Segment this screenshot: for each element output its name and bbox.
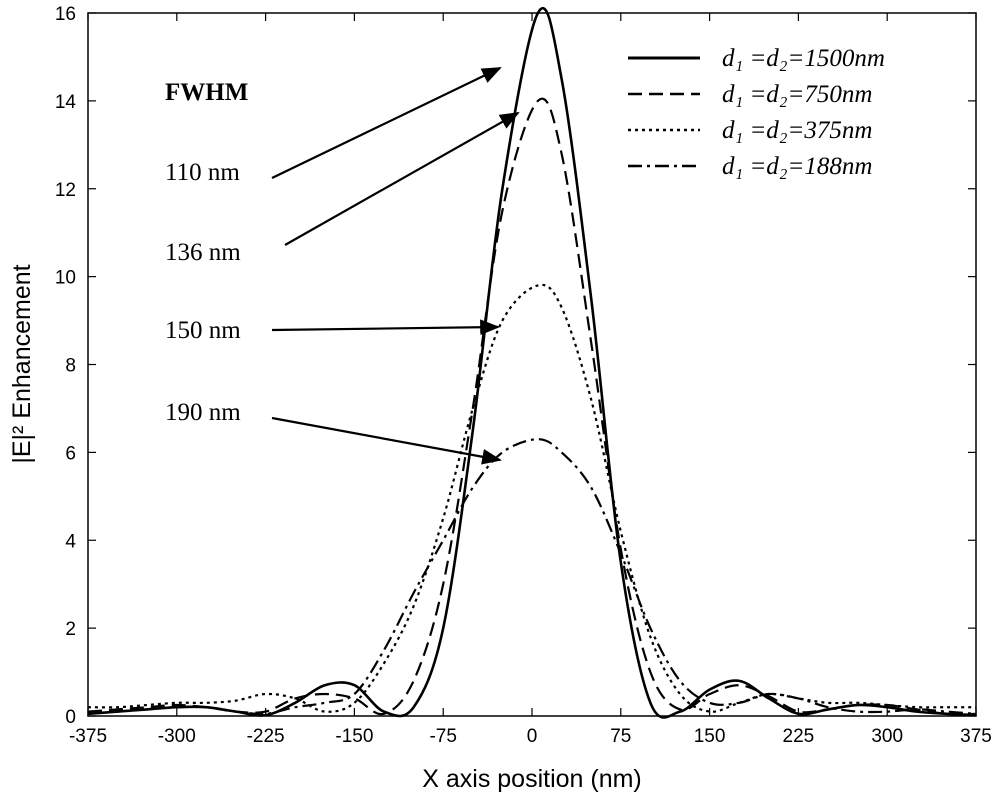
x-tick-label: 0 <box>527 726 538 747</box>
y-tick-label: 4 <box>65 531 76 552</box>
legend-label: d₁ =d₂=750nm <box>722 81 872 108</box>
annotation: 150 nm <box>165 317 241 344</box>
line-series <box>87 283 976 713</box>
x-tick-label: 150 <box>694 726 726 747</box>
annotation: FWHM <box>165 79 248 106</box>
x-tick-label: -75 <box>429 726 456 747</box>
y-tick-label: 8 <box>65 356 76 377</box>
annotation: 136 nm <box>165 239 241 266</box>
y-tick-label: 14 <box>55 92 77 113</box>
x-axis-label: X axis position (nm) <box>422 765 642 793</box>
x-tick-label: 75 <box>610 726 631 747</box>
line-series <box>87 6 977 719</box>
y-axis-label: |E|² Enhancement <box>8 264 36 463</box>
annotation: 190 nm <box>165 399 241 426</box>
y-tick-label: 10 <box>55 268 76 289</box>
annotation-arrow <box>284 112 520 246</box>
annotation-arrow <box>271 319 500 336</box>
legend-label: d₁ =d₂=375nm <box>722 117 872 144</box>
x-tick-label: -375 <box>69 726 107 747</box>
y-tick-label: 2 <box>65 619 76 640</box>
y-tick-label: 0 <box>65 707 76 728</box>
annotation-arrow <box>271 416 502 465</box>
y-tick-label: 6 <box>65 443 76 464</box>
y-tick-label: 12 <box>55 180 76 201</box>
x-tick-label: -150 <box>335 726 373 747</box>
x-tick-label: 300 <box>871 726 903 747</box>
x-tick-label: 225 <box>783 726 815 747</box>
legend-label: d₁ =d₂=1500nm <box>722 45 885 72</box>
legend-label: d₁ =d₂=188nm <box>722 153 872 180</box>
x-tick-label: 375 <box>960 726 992 747</box>
line-series <box>87 438 977 716</box>
y-tick-label: 16 <box>55 4 76 25</box>
x-tick-label: -300 <box>158 726 196 747</box>
annotation-arrow <box>271 67 502 179</box>
line-series <box>87 97 977 716</box>
annotation: 110 nm <box>165 159 240 186</box>
x-tick-label: -225 <box>247 726 285 747</box>
